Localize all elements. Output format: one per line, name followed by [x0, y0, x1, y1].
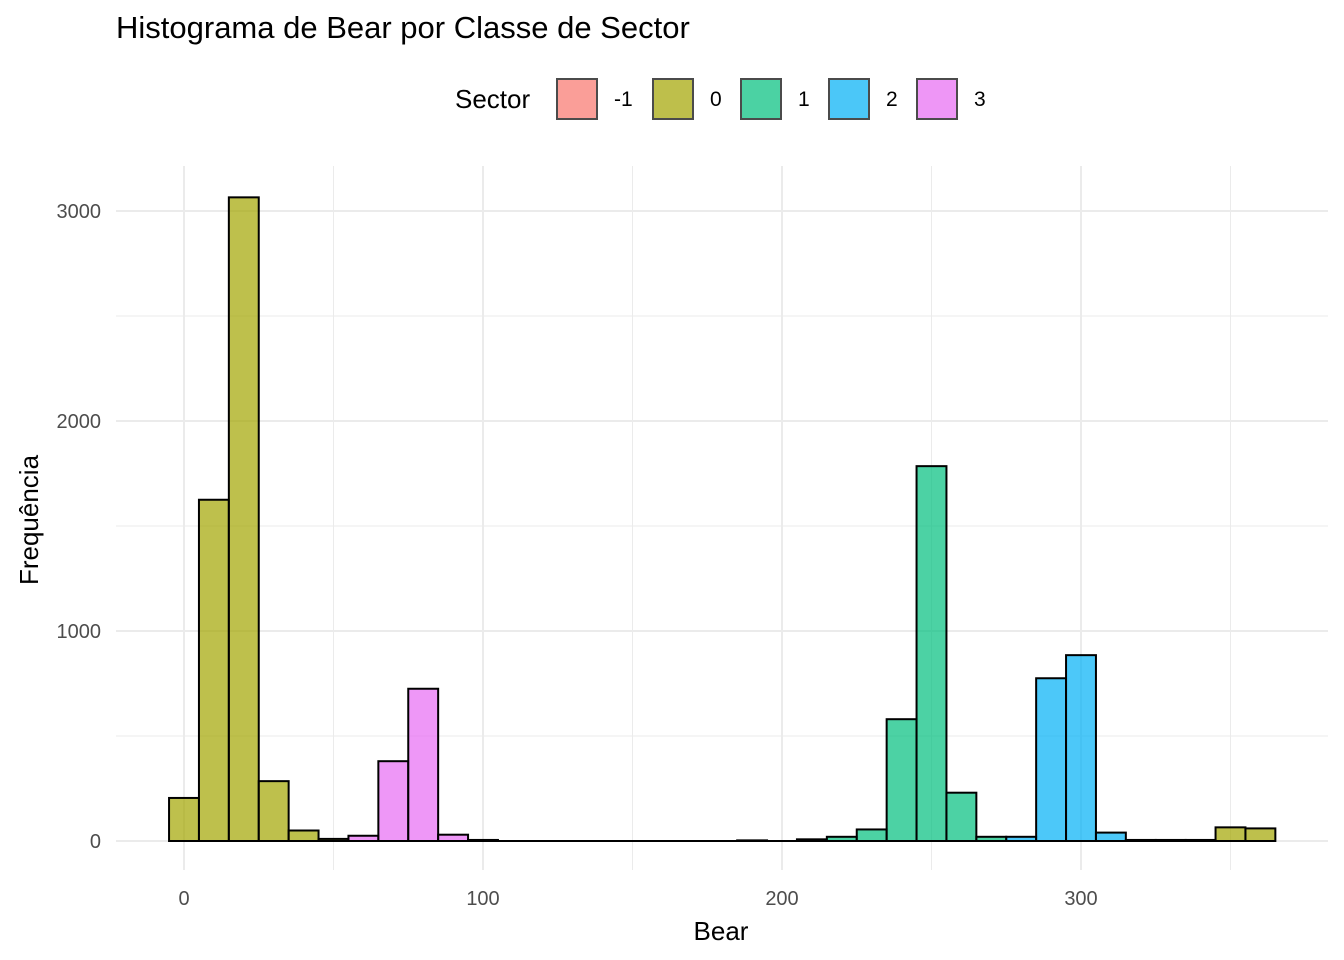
y-tick-label: 3000: [57, 201, 102, 223]
histogram-bar-sector-3: [377, 760, 410, 843]
legend-title: Sector: [455, 84, 531, 114]
x-axis-ticks: 0 100 200 300: [178, 888, 1097, 910]
legend-key-sector-3: [916, 78, 958, 120]
histogram-bar-sector-2: [1065, 654, 1097, 843]
legend-label-sector-1: 1: [798, 88, 810, 111]
y-tick-label: 1000: [57, 621, 102, 643]
y-axis-ticks: 0 1000 2000 3000: [57, 201, 102, 853]
legend: Sector -1 0 1 2 3: [0, 76, 1344, 124]
x-tick-label: 300: [1064, 888, 1097, 910]
legend-key-sector-0: [652, 78, 694, 120]
histogram-bar-sector-0: [197, 498, 230, 842]
bars: [168, 196, 1277, 843]
histogram-bar-sector-0: [257, 780, 290, 843]
histogram-bar-sector-0: [1244, 827, 1277, 843]
histogram-bar-sector-0: [227, 196, 260, 843]
y-tick-label: 2000: [57, 411, 102, 433]
histogram-bar-sector-1: [885, 718, 918, 843]
x-tick-label: 200: [765, 888, 798, 910]
histogram-bar-sector-0: [287, 829, 320, 842]
x-tick-label: 100: [466, 888, 499, 910]
chart-title: Histograma de Bear por Classe de Sector: [116, 10, 690, 45]
grid: [116, 166, 1328, 870]
histogram-bar-sector-0: [1214, 826, 1247, 842]
histogram-bar-sector-1: [945, 791, 978, 843]
x-tick-label: 0: [178, 888, 189, 910]
legend-label-sector-2: 2: [886, 88, 898, 111]
y-axis-title: Frequência: [14, 454, 44, 585]
legend-label-sector-minus1: -1: [614, 88, 633, 111]
histogram-bar-sector-3: [407, 687, 440, 842]
legend-label-sector-0: 0: [710, 88, 722, 111]
legend-key-sector-2: [828, 78, 870, 120]
x-axis-title: Bear: [694, 916, 749, 946]
legend-key-sector-1: [740, 78, 782, 120]
legend-label-sector-3: 3: [974, 88, 986, 111]
legend-key-sector-minus1: [556, 78, 598, 120]
histogram-bar-sector-0: [168, 796, 200, 843]
histogram-bar-sector-1: [855, 828, 888, 843]
y-tick-label: 0: [90, 831, 101, 853]
histogram-bar-sector-1: [915, 465, 948, 842]
histogram-bar-sector-2: [1094, 831, 1127, 842]
histogram-bar-sector-2: [1035, 677, 1068, 842]
